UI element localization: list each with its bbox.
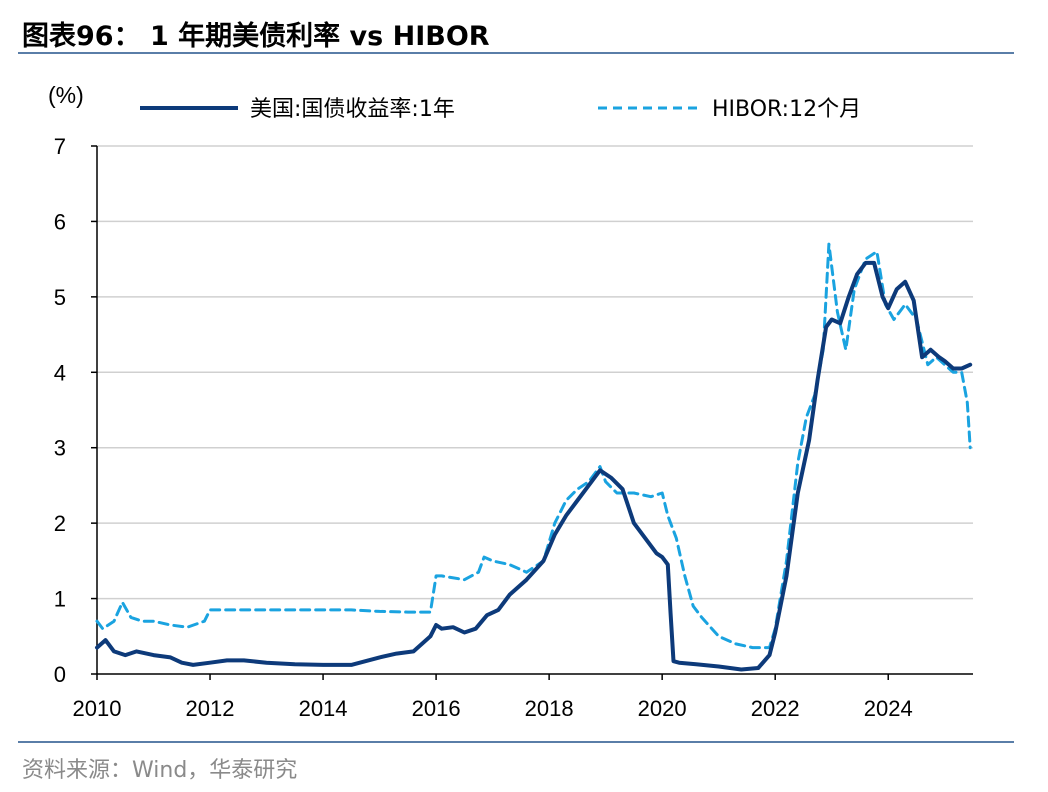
header-divider xyxy=(18,52,1014,54)
source-note: 资料来源：Wind，华泰研究 xyxy=(22,758,298,783)
y-tick-label: 6 xyxy=(54,209,66,234)
legend: 美国:国债收益率:1年 HIBOR:12个月 xyxy=(140,97,861,122)
y-tick-label: 4 xyxy=(54,360,66,385)
y-axis-unit-label: (%) xyxy=(48,82,84,108)
y-tick-label: 3 xyxy=(54,436,66,461)
footer-divider xyxy=(18,741,1014,743)
legend-item-hibor: HIBOR:12个月 xyxy=(598,97,861,122)
series-line-hibor-12m xyxy=(95,242,972,650)
legend-label: HIBOR:12个月 xyxy=(712,97,861,122)
legend-label: 美国:国债收益率:1年 xyxy=(250,97,455,122)
grid-lines xyxy=(97,145,973,600)
x-tick-label: 2018 xyxy=(525,696,574,721)
y-tick-label: 5 xyxy=(54,285,66,310)
chart-canvas: 0 1 2 3 4 5 6 7 2010 2012 2014 2016 2018 2020 2022 2024… xyxy=(48,82,973,721)
y-tick-label: 1 xyxy=(54,587,66,612)
x-tick-label: 2012 xyxy=(186,696,235,721)
series-line-us-treasury-1y xyxy=(95,260,973,672)
legend-item-us-treasury: 美国:国债收益率:1年 xyxy=(140,97,455,122)
x-tick-label: 2016 xyxy=(412,696,461,721)
x-tick-label: 2010 xyxy=(73,696,122,721)
y-tick-label: 7 xyxy=(54,134,66,159)
y-tick-label: 0 xyxy=(54,662,66,687)
chart-title: 图表96： 1 年期美债利率 vs HIBOR xyxy=(22,21,490,52)
x-tick-label: 2022 xyxy=(751,696,800,721)
x-tick-label: 2020 xyxy=(638,696,687,721)
x-tick-label: 2014 xyxy=(299,696,348,721)
y-tick-label: 2 xyxy=(54,511,66,536)
series-layer xyxy=(95,242,973,672)
axes: 0 1 2 3 4 5 6 7 2010 2012 2014 2016 2018 2020 2022 2024 xyxy=(54,134,973,721)
x-tick-label: 2024 xyxy=(864,696,913,721)
